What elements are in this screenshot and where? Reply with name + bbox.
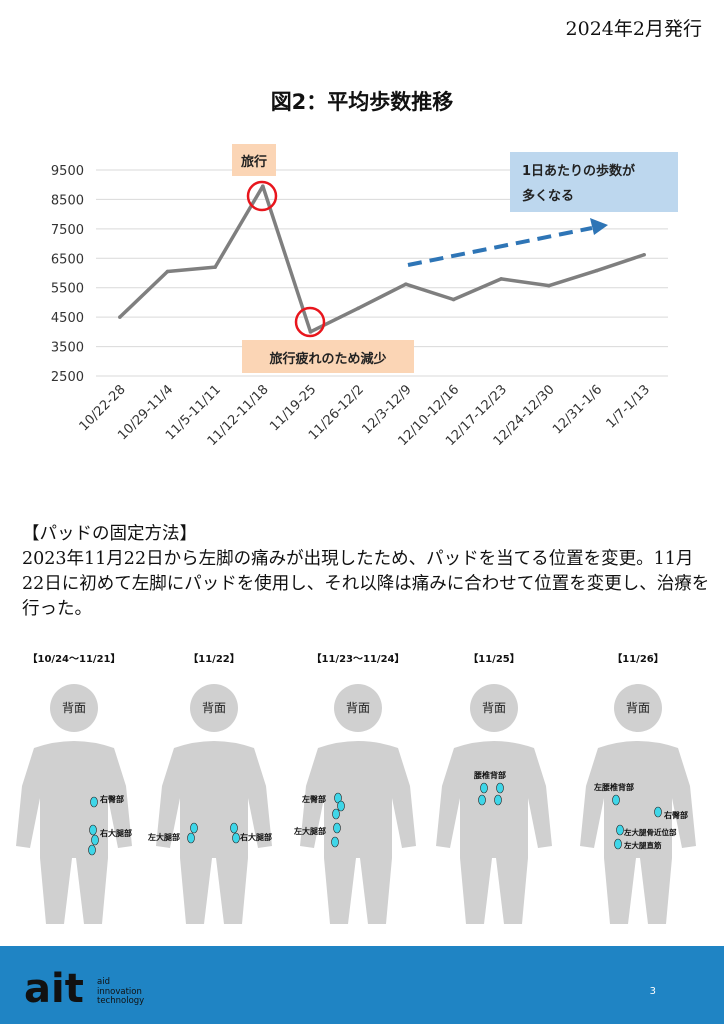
back-label: 背面 [482, 701, 506, 715]
y-tick-label: 5500 [51, 282, 84, 297]
data-point [261, 184, 265, 188]
logo-sub-line: innovation [97, 986, 142, 997]
data-point [547, 283, 551, 288]
y-tick-label: 4500 [51, 311, 84, 326]
travel-label: 旅行 [241, 154, 267, 170]
peak-highlight-circle [246, 180, 278, 212]
drop-highlight-circle [294, 306, 326, 338]
pad-label: 腰椎背部 [473, 770, 506, 780]
figure-2: 【11/22】 背面 左大腿部 右大腿部 [144, 650, 284, 940]
body-silhouette [16, 684, 132, 924]
back-label: 背面 [62, 701, 86, 715]
footer [0, 946, 724, 1024]
body-silhouette [436, 684, 552, 924]
pad-label: 左大腿部 [293, 826, 326, 836]
x-tick-label: 12/31-1/6 [550, 382, 605, 437]
logo-sub-line: technology [97, 996, 145, 1006]
data-point [165, 269, 170, 274]
back-body-figure: 背面 左腰椎背部 右臀部 左大腿骨近位部 左大腿直筋 [580, 684, 696, 924]
trend-arrow [407, 226, 593, 267]
data-point [499, 277, 503, 281]
figure-date: 【11/25】 [468, 654, 520, 665]
pads [187, 822, 240, 844]
data-point [356, 306, 360, 311]
x-tick-label: 1/7-1/13 [604, 382, 653, 431]
pad-label: 左臀部 [301, 794, 326, 804]
data-point [213, 265, 217, 269]
data-point [642, 252, 646, 257]
pad-position-figures: 【10/24～11/21】 背面 右臀部 右大腿部 【11/22】 [0, 650, 724, 940]
section-body: 2023年11月22日から左脚の痛みが出現したため、パッドを当てる位置を変更。1… [22, 549, 710, 619]
y-tick-label: 9500 [51, 164, 84, 179]
x-tick-labels: 10/22-2810/29-11/411/5-11/1111/12-11/181… [77, 382, 653, 449]
figure-1: 【10/24～11/21】 背面 右臀部 右大腿部 [4, 650, 144, 940]
back-label: 背面 [202, 701, 226, 715]
fatigue-label: 旅行疲れのため減少 [269, 351, 386, 367]
logo-sub-line: aid [97, 977, 110, 987]
series-points [118, 184, 646, 334]
travel-label-box [232, 144, 276, 176]
data-point [451, 297, 456, 302]
fatigue-label-box [242, 340, 414, 373]
figure-date: 【11/22】 [188, 654, 240, 665]
pad-label: 右大腿部 [99, 828, 132, 838]
pad-label: 左大腿直筋 [623, 840, 662, 850]
body-silhouette [300, 684, 416, 924]
pads [88, 796, 99, 856]
body-silhouette [580, 684, 696, 924]
figure-5: 【11/26】 背面 左腰椎背部 右臀部 左大腿骨近位部 左大腿直筋 [568, 650, 708, 940]
figure-4: 【11/25】 背面 腰椎背部 [424, 650, 564, 940]
issue-date: 2024年2月発行 [565, 18, 702, 40]
page-number: 3 [649, 986, 656, 997]
trend-label-line1: 1日あたりの歩数が [522, 163, 635, 179]
figure-3: 【11/23～11/24】 背面 左臀部 左大腿部 [288, 650, 428, 940]
y-tick-label: 6500 [51, 252, 84, 267]
back-label: 背面 [626, 701, 650, 715]
trend-label-box [510, 152, 678, 212]
logo-subtitle: aid innovation technology [97, 977, 145, 1007]
pad-label: 左腰椎背部 [593, 782, 634, 792]
figure-date: 【10/24～11/21】 [27, 654, 121, 665]
data-point [308, 330, 313, 334]
data-point [118, 315, 122, 319]
ait-logo: ait [24, 968, 84, 1008]
figure-date: 【11/26】 [612, 654, 664, 665]
series-line [118, 184, 645, 334]
svg-text:ait: ait [24, 968, 84, 1008]
data-point [594, 268, 599, 273]
back-body-figure: 背面 右臀部 右大腿部 [16, 684, 132, 924]
pad-fixation-section: 【パッドの固定方法】 2023年11月22日から左脚の痛みが出現したため、パッド… [22, 522, 712, 622]
trend-label-line2: 多くなる [522, 188, 574, 204]
back-body-figure: 背面 腰椎背部 [436, 684, 552, 924]
back-label: 背面 [346, 701, 370, 715]
section-heading: 【パッドの固定方法】 [22, 524, 197, 544]
pads [331, 792, 345, 848]
pad-label: 右臀部 [663, 810, 688, 820]
back-body-figure: 背面 左大腿部 右大腿部 [147, 684, 272, 924]
pads [478, 782, 504, 806]
y-tick-label: 3500 [51, 341, 84, 356]
y-tick-label: 7500 [51, 223, 84, 238]
figure-date: 【11/23～11/24】 [311, 654, 405, 665]
data-point [404, 282, 408, 286]
y-tick-labels: 2500 3500 4500 5500 6500 7500 8500 9500 [51, 164, 84, 385]
step-count-chart: 2500 3500 4500 5500 6500 7500 8500 9500 10/22-2… [51, 144, 678, 449]
pad-label: 右大腿部 [239, 832, 272, 842]
body-silhouette [156, 684, 272, 924]
y-tick-label: 8500 [51, 193, 84, 208]
y-tick-label: 2500 [51, 370, 84, 385]
trend-arrowhead [590, 218, 608, 235]
chart-title: 図2：平均歩数推移 [270, 90, 454, 114]
chart-grid [96, 169, 668, 377]
pad-label: 右臀部 [99, 794, 124, 804]
pad-label: 左大腿部 [147, 832, 180, 842]
pad-label: 左大腿骨近位部 [623, 827, 677, 837]
back-body-figure: 背面 左臀部 左大腿部 [293, 684, 416, 924]
pads [612, 794, 662, 850]
